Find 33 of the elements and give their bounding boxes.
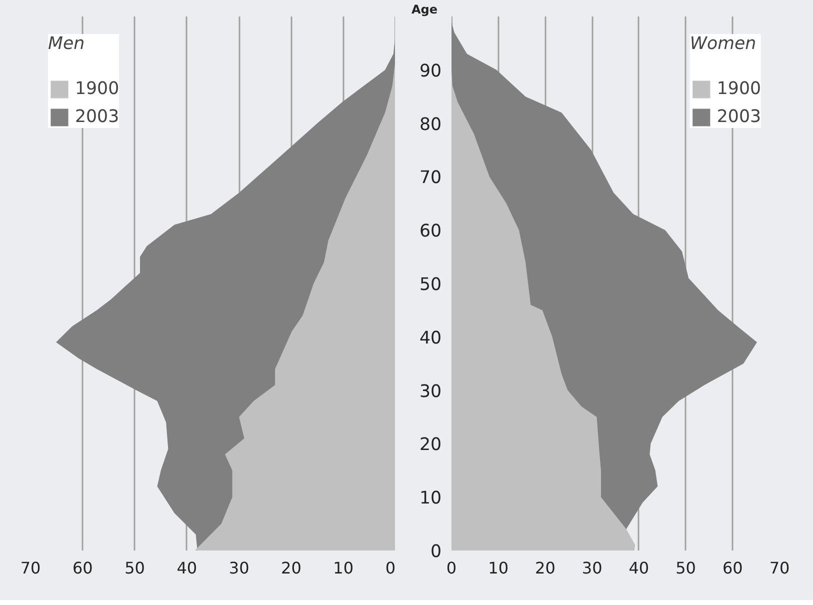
y-tick-label: 10 [419, 488, 442, 509]
legend-label: 1900 [75, 79, 120, 99]
legend-label: 1900 [716, 79, 761, 99]
y-tick-label: 90 [419, 61, 442, 82]
x-tick-label: 10 [333, 558, 354, 578]
legend-title: Men [48, 34, 86, 54]
legend-label: 2003 [75, 107, 120, 127]
x-tick-label: 40 [176, 558, 198, 578]
x-tick-label: 30 [228, 558, 250, 578]
legend-title: Women [690, 34, 758, 54]
x-tick-label: 20 [281, 558, 302, 578]
x-tick-label: 60 [722, 558, 743, 578]
x-tick-label: 50 [676, 558, 696, 578]
y-tick-label: 80 [419, 114, 442, 135]
x-tick-label: 40 [628, 558, 650, 578]
x-tick-label: 70 [769, 558, 790, 578]
y-tick-label: 50 [419, 275, 442, 295]
y-axis-title: Age [412, 2, 438, 16]
x-tick-label: 20 [535, 558, 556, 578]
x-tick-label: 70 [20, 558, 41, 578]
y-tick-label: 40 [419, 328, 442, 348]
y-tick-label: 70 [419, 168, 442, 188]
legend-label: 2003 [716, 107, 761, 127]
x-tick-label: 0 [385, 558, 396, 578]
y-tick-label: 20 [419, 435, 442, 456]
x-tick-label: 60 [72, 558, 93, 578]
y-tick-label: 0 [430, 542, 442, 562]
y-tick-label: 30 [419, 382, 442, 402]
x-tick-label: 50 [124, 558, 145, 578]
x-tick-label: 10 [488, 558, 509, 578]
x-tick-label: 30 [582, 558, 602, 578]
y-tick-label: 60 [419, 222, 442, 242]
x-tick-label: 0 [446, 558, 457, 578]
